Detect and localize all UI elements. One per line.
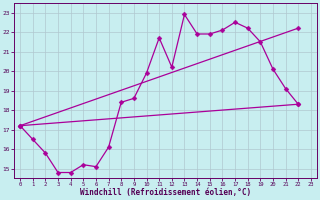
X-axis label: Windchill (Refroidissement éolien,°C): Windchill (Refroidissement éolien,°C) <box>80 188 251 197</box>
